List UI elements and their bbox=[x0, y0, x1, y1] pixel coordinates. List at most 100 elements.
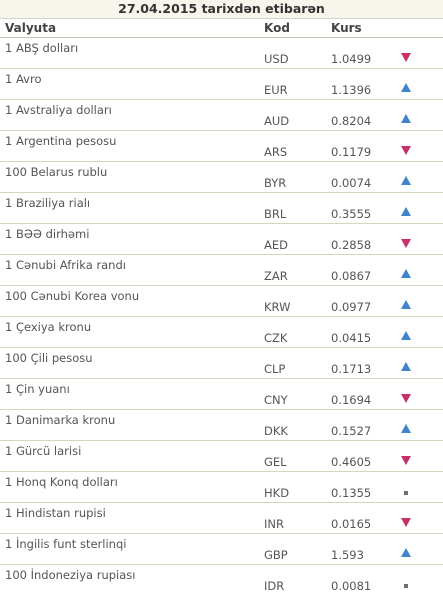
currency-name: 1 Honq Konq dolları bbox=[5, 475, 118, 489]
currency-code: CLP bbox=[264, 362, 286, 376]
currency-name: 1 Argentina pesosu bbox=[5, 134, 117, 148]
trend-indicator bbox=[399, 441, 443, 471]
currency-code: DKK bbox=[264, 424, 288, 438]
table-row: 1 Danimarka kronu DKK 0.1527 bbox=[0, 410, 443, 441]
arrow-up-icon bbox=[401, 83, 411, 92]
currency-name: 1 Danimarka kronu bbox=[5, 413, 116, 427]
currency-code: ZAR bbox=[264, 269, 288, 283]
currency-rate: 0.0165 bbox=[331, 517, 372, 531]
currency-name: 1 Hindistan rupisi bbox=[5, 506, 106, 520]
currency-rate: 0.0867 bbox=[331, 269, 372, 283]
column-header-code: Kod bbox=[264, 21, 290, 35]
currency-name: 100 Belarus rublu bbox=[5, 165, 108, 179]
column-header-currency: Valyuta bbox=[5, 21, 57, 35]
arrow-down-icon bbox=[401, 394, 411, 403]
currency-code: AED bbox=[264, 238, 288, 252]
trend-indicator bbox=[399, 255, 443, 285]
trend-indicator bbox=[399, 472, 443, 502]
table-row: 1 Avstraliya dolları AUD 0.8204 bbox=[0, 100, 443, 131]
rates-date-title: 27.04.2015 tarixdən etibarən bbox=[0, 0, 443, 19]
currency-name: 1 Avstraliya dolları bbox=[5, 103, 112, 117]
currency-code: IDR bbox=[264, 579, 285, 593]
table-row: 100 Cənubi Korea vonu KRW 0.0977 bbox=[0, 286, 443, 317]
arrow-down-icon bbox=[401, 53, 411, 62]
currency-rate: 0.4605 bbox=[331, 455, 372, 469]
trend-indicator bbox=[399, 100, 443, 130]
currency-code: ARS bbox=[264, 145, 288, 159]
arrow-up-icon bbox=[401, 331, 411, 340]
trend-indicator bbox=[399, 317, 443, 347]
trend-indicator bbox=[399, 410, 443, 440]
table-row: 1 Braziliya rialı BRL 0.3555 bbox=[0, 193, 443, 224]
trend-indicator bbox=[399, 224, 443, 254]
table-row: 1 ABŞ dolları USD 1.0499 bbox=[0, 38, 443, 69]
currency-code: GBP bbox=[264, 548, 288, 562]
currency-rate: 1.593 bbox=[331, 548, 364, 562]
no-change-icon bbox=[404, 491, 408, 495]
no-change-icon bbox=[404, 584, 408, 588]
currency-rate: 0.1694 bbox=[331, 393, 372, 407]
currency-name: 1 Avro bbox=[5, 72, 42, 86]
currency-name: 1 Çexiya kronu bbox=[5, 320, 92, 334]
currency-code: HKD bbox=[264, 486, 290, 500]
table-body: 1 ABŞ dolları USD 1.0499 1 Avro EUR 1.13… bbox=[0, 38, 443, 595]
trend-indicator bbox=[399, 379, 443, 409]
arrow-up-icon bbox=[401, 548, 411, 557]
trend-indicator bbox=[399, 38, 443, 68]
currency-rate: 0.3555 bbox=[331, 207, 372, 221]
currency-name: 100 Çili pesosu bbox=[5, 351, 93, 365]
table-row: 1 BƏƏ dirhəmi AED 0.2858 bbox=[0, 224, 443, 255]
currency-rate: 0.1179 bbox=[331, 145, 372, 159]
arrow-down-icon bbox=[401, 239, 411, 248]
currency-rate: 1.0499 bbox=[331, 52, 372, 66]
currency-rate: 0.0081 bbox=[331, 579, 372, 593]
currency-code: GEL bbox=[264, 455, 287, 469]
currency-rate: 0.0074 bbox=[331, 176, 372, 190]
table-row: 1 İngilis funt sterlinqi GBP 1.593 bbox=[0, 534, 443, 565]
trend-indicator bbox=[399, 286, 443, 316]
currency-name: 1 Braziliya rialı bbox=[5, 196, 91, 210]
currency-name: 1 İngilis funt sterlinqi bbox=[5, 537, 127, 551]
arrow-up-icon bbox=[401, 300, 411, 309]
arrow-up-icon bbox=[401, 424, 411, 433]
table-row: 100 Çili pesosu CLP 0.1713 bbox=[0, 348, 443, 379]
currency-rate: 1.1396 bbox=[331, 83, 372, 97]
trend-indicator bbox=[399, 162, 443, 192]
arrow-up-icon bbox=[401, 269, 411, 278]
currency-name: 1 Cənubi Afrika randı bbox=[5, 258, 126, 272]
arrow-up-icon bbox=[401, 114, 411, 123]
table-row: 1 Çexiya kronu CZK 0.0415 bbox=[0, 317, 443, 348]
table-row: 1 Hindistan rupisi INR 0.0165 bbox=[0, 503, 443, 534]
currency-code: KRW bbox=[264, 300, 291, 314]
table-row: 1 Honq Konq dolları HKD 0.1355 bbox=[0, 472, 443, 503]
trend-indicator bbox=[399, 69, 443, 99]
table-row: 1 Çin yuanı CNY 0.1694 bbox=[0, 379, 443, 410]
table-header: Valyuta Kod Kurs bbox=[0, 19, 443, 38]
currency-rate: 0.0415 bbox=[331, 331, 372, 345]
arrow-down-icon bbox=[401, 146, 411, 155]
currency-rate: 0.8204 bbox=[331, 114, 372, 128]
table-row: 100 Belarus rublu BYR 0.0074 bbox=[0, 162, 443, 193]
currency-code: CNY bbox=[264, 393, 288, 407]
column-header-rate: Kurs bbox=[331, 21, 362, 35]
currency-rate: 0.1355 bbox=[331, 486, 372, 500]
currency-code: CZK bbox=[264, 331, 288, 345]
currency-code: INR bbox=[264, 517, 284, 531]
currency-name: 100 İndoneziya rupiası bbox=[5, 568, 136, 582]
currency-name: 100 Cənubi Korea vonu bbox=[5, 289, 140, 303]
currency-name: 1 BƏƏ dirhəmi bbox=[5, 227, 90, 241]
currency-name: 1 Gürcü larisi bbox=[5, 444, 82, 458]
trend-indicator bbox=[399, 534, 443, 564]
column-header-trend bbox=[399, 19, 443, 37]
table-row: 100 İndoneziya rupiası IDR 0.0081 bbox=[0, 565, 443, 595]
currency-rate: 0.2858 bbox=[331, 238, 372, 252]
currency-name: 1 ABŞ dolları bbox=[5, 41, 79, 55]
currency-rate: 0.0977 bbox=[331, 300, 372, 314]
table-row: 1 Cənubi Afrika randı ZAR 0.0867 bbox=[0, 255, 443, 286]
arrow-up-icon bbox=[401, 362, 411, 371]
currency-code: BYR bbox=[264, 176, 287, 190]
trend-indicator bbox=[399, 565, 443, 595]
currency-rate: 0.1527 bbox=[331, 424, 372, 438]
currency-code: USD bbox=[264, 52, 289, 66]
